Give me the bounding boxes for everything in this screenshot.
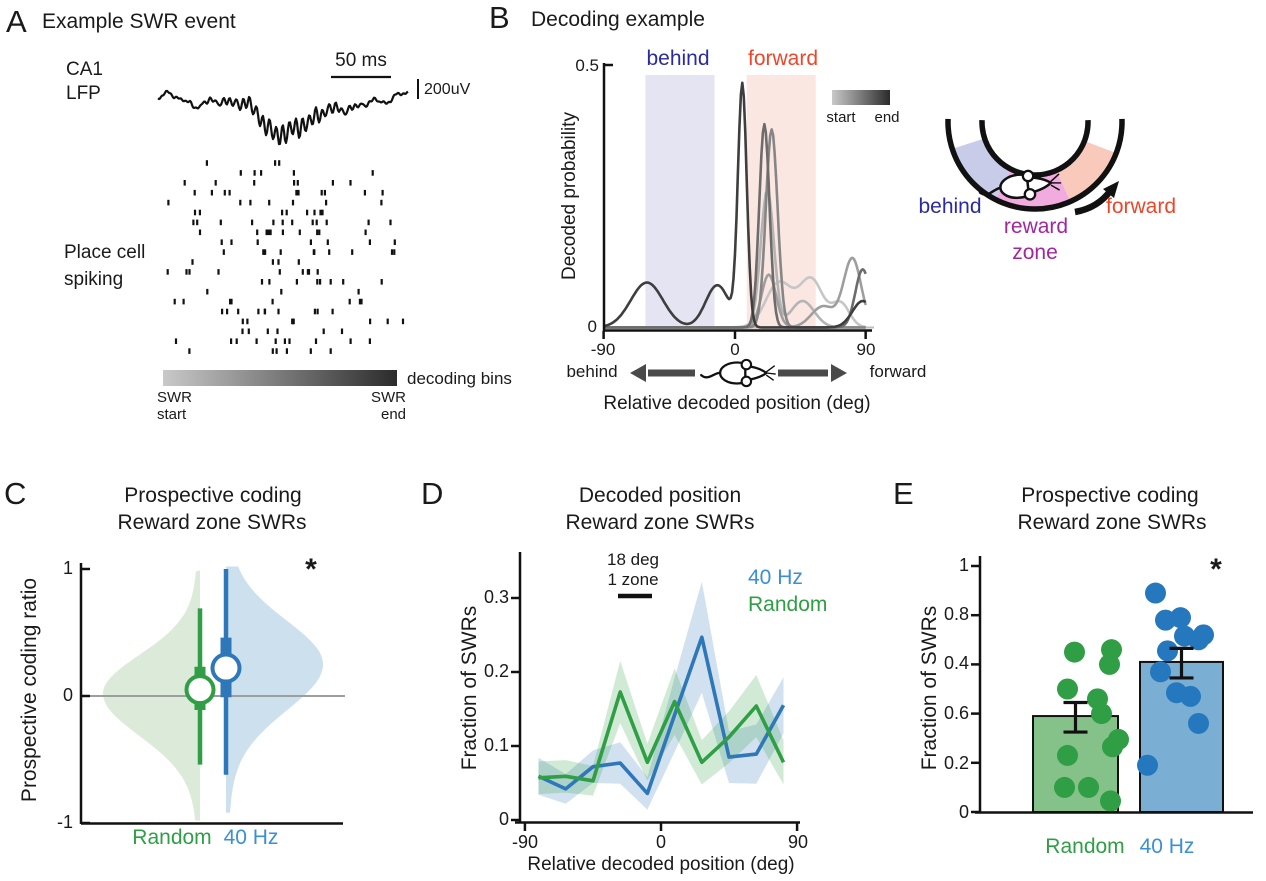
behind-zone-label: behind [646, 47, 710, 70]
c-ytick-1: 1 [62, 558, 73, 578]
swr-start-line2: start [157, 406, 187, 423]
d-xtick-m90: -90 [511, 832, 539, 852]
d-xtick-0: 0 [655, 832, 667, 852]
raster-label-line1: Place cell [64, 242, 146, 263]
e-significance-star: * [1210, 553, 1222, 586]
d-legend-40hz: 40 Hz [748, 566, 803, 589]
panel-b-title: Decoding example [531, 8, 705, 31]
lfp-label-line2: LFP [66, 83, 101, 104]
track-reward-label-line2: zone [1012, 241, 1058, 264]
d-ylabel: Fraction of SWRs [457, 605, 481, 771]
d-ytick-03: 0.3 [483, 587, 509, 607]
panel-e-title-line1: Prospective coding [1021, 484, 1199, 507]
panel-e-title-line2: Reward zone SWRs [1017, 511, 1207, 534]
d-scalebar-line2: 1 zone [607, 570, 659, 589]
panel-c-title-line2: Reward zone SWRs [117, 511, 307, 534]
b-ytick-0: 0 [587, 317, 597, 336]
forward-zone-label: forward [747, 47, 819, 70]
c-ytick-0: 0 [62, 685, 73, 705]
colormap-start-label: start [826, 109, 856, 126]
d-scalebar-line1: 18 deg [607, 550, 659, 569]
b-xtick-90: 90 [856, 340, 876, 359]
panel-b-letter: B [489, 0, 510, 35]
panel-e-letter: E [893, 476, 914, 511]
c-ytick-m1: -1 [56, 812, 73, 832]
swr-start-line1: SWR [157, 389, 192, 406]
d-ytick-01: 0.1 [483, 735, 509, 755]
c-ylabel: Prospective coding ratio [17, 577, 41, 803]
b-ytick-05: 0.5 [575, 56, 599, 75]
e-ytick-04: 0.6 [943, 703, 969, 723]
voltage-scalebar-label: 200uV [424, 81, 471, 98]
e-ytick-08: 0.8 [943, 604, 969, 624]
c-xlabel-random: Random [132, 826, 212, 849]
swr-end-line1: SWR [371, 389, 406, 406]
b-xtick-m90: -90 [590, 340, 616, 359]
panel-d-letter: D [421, 476, 444, 511]
d-xlabel: Relative decoded position (deg) [527, 854, 795, 875]
b-ylabel: Decoded probability [559, 112, 581, 280]
c-xlabel-40hz: 40 Hz [223, 826, 279, 849]
d-legend-random: Random [748, 593, 828, 616]
lfp-label-line1: CA1 [66, 59, 103, 80]
swr-end-line2: end [381, 406, 407, 423]
track-behind-label: behind [918, 195, 982, 218]
d-xtick-90: 90 [787, 832, 809, 852]
panel-a-letter: A [6, 4, 27, 39]
e-ytick-02: 0.2 [943, 753, 969, 773]
panel-a-title: Example SWR event [42, 10, 236, 33]
e-xlabel-random: Random [1045, 835, 1125, 858]
b-arrow-left-label: behind [566, 362, 618, 381]
e-ytick-0: 0 [958, 802, 969, 822]
e-xlabel-40hz: 40 Hz [1139, 835, 1195, 858]
c-significance-star: * [305, 553, 317, 586]
e-ytick-06: 0.4 [943, 653, 969, 673]
b-arrow-right-label: forward [869, 362, 927, 381]
b-xtick-0: 0 [730, 340, 740, 359]
track-reward-label-line1: reward [1003, 215, 1069, 238]
panel-c-title-line1: Prospective coding [124, 484, 302, 507]
panel-c-letter: C [4, 476, 27, 511]
e-ylabel: Fraction of SWRs [917, 605, 941, 771]
panel-d-title-line1: Decoded position [578, 484, 742, 507]
panel-d-title-line2: Reward zone SWRs [565, 511, 755, 534]
d-ytick-02: 0.2 [483, 661, 509, 681]
raster-label-line2: spiking [64, 269, 124, 290]
d-ytick-0: 0 [498, 809, 509, 829]
colormap-end-label: end [874, 109, 900, 126]
time-scalebar-label: 50 ms [335, 50, 387, 71]
track-forward-label: forward [1105, 195, 1177, 218]
colorbar-label: decoding bins [407, 369, 512, 388]
b-xlabel: Relative decoded position (deg) [603, 393, 871, 414]
e-ytick-1: 1 [958, 555, 969, 575]
